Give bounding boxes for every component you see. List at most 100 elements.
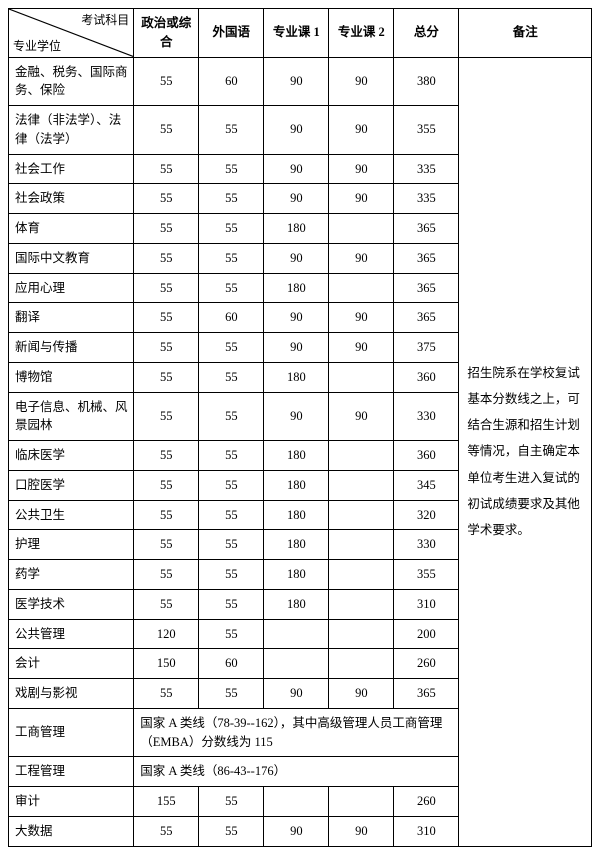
cell-c3 bbox=[264, 787, 329, 817]
cell-c1: 55 bbox=[134, 333, 199, 363]
cell-c1: 55 bbox=[134, 57, 199, 106]
cell-c4 bbox=[329, 787, 394, 817]
cell-c4 bbox=[329, 273, 394, 303]
cell-c2: 60 bbox=[199, 303, 264, 333]
major-name: 法律（非法学）、法律（法学） bbox=[9, 106, 134, 155]
header-row: 考试科目专业学位政治或综合外国语专业课 1专业课 2总分备注 bbox=[9, 9, 592, 58]
cell-total: 260 bbox=[394, 649, 459, 679]
cell-c2: 60 bbox=[199, 57, 264, 106]
cell-c1: 150 bbox=[134, 649, 199, 679]
cell-c3: 90 bbox=[264, 333, 329, 363]
cell-total: 355 bbox=[394, 560, 459, 590]
cell-c3 bbox=[264, 649, 329, 679]
cell-c2: 55 bbox=[199, 154, 264, 184]
cell-c2: 55 bbox=[199, 816, 264, 846]
cell-c4: 90 bbox=[329, 243, 394, 273]
cell-total: 355 bbox=[394, 106, 459, 155]
major-name: 药学 bbox=[9, 560, 134, 590]
cell-c1: 55 bbox=[134, 530, 199, 560]
major-name: 翻译 bbox=[9, 303, 134, 333]
major-name: 戏剧与影视 bbox=[9, 679, 134, 709]
remarks-cell: 招生院系在学校复试基本分数线之上，可结合生源和招生计划等情况，自主确定本单位考生… bbox=[459, 57, 592, 846]
table-row: 金融、税务、国际商务、保险55609090380招生院系在学校复试基本分数线之上… bbox=[9, 57, 592, 106]
cell-c4 bbox=[329, 441, 394, 471]
cell-total: 375 bbox=[394, 333, 459, 363]
col-header: 专业课 2 bbox=[329, 9, 394, 58]
cell-c4 bbox=[329, 649, 394, 679]
cell-c1: 55 bbox=[134, 560, 199, 590]
col-header: 备注 bbox=[459, 9, 592, 58]
cell-c2: 55 bbox=[199, 273, 264, 303]
cell-c1: 55 bbox=[134, 816, 199, 846]
major-name: 会计 bbox=[9, 649, 134, 679]
cell-total: 365 bbox=[394, 243, 459, 273]
cell-c2: 60 bbox=[199, 649, 264, 679]
cell-total: 330 bbox=[394, 392, 459, 441]
cell-c3: 180 bbox=[264, 500, 329, 530]
cell-c1: 120 bbox=[134, 619, 199, 649]
cell-c2: 55 bbox=[199, 560, 264, 590]
cell-c1: 55 bbox=[134, 273, 199, 303]
major-name: 新闻与传播 bbox=[9, 333, 134, 363]
cell-c2: 55 bbox=[199, 470, 264, 500]
cell-c2: 55 bbox=[199, 500, 264, 530]
cell-c3: 90 bbox=[264, 184, 329, 214]
major-name: 护理 bbox=[9, 530, 134, 560]
cell-c3: 90 bbox=[264, 154, 329, 184]
cell-total: 310 bbox=[394, 589, 459, 619]
cell-total: 365 bbox=[394, 214, 459, 244]
diag-bottom: 专业学位 bbox=[13, 37, 61, 55]
cell-total: 365 bbox=[394, 273, 459, 303]
cell-total: 200 bbox=[394, 619, 459, 649]
cell-c4: 90 bbox=[329, 333, 394, 363]
major-name: 博物馆 bbox=[9, 362, 134, 392]
cell-c3: 90 bbox=[264, 392, 329, 441]
cell-c2: 55 bbox=[199, 530, 264, 560]
cell-c2: 55 bbox=[199, 441, 264, 471]
cell-c4: 90 bbox=[329, 816, 394, 846]
cell-c1: 55 bbox=[134, 303, 199, 333]
cell-c2: 55 bbox=[199, 787, 264, 817]
cell-c1: 155 bbox=[134, 787, 199, 817]
cell-c4: 90 bbox=[329, 392, 394, 441]
cell-c3: 90 bbox=[264, 816, 329, 846]
cell-c3: 180 bbox=[264, 530, 329, 560]
cell-c1: 55 bbox=[134, 500, 199, 530]
span-text: 国家 A 类线（78-39--162），其中高级管理人员工商管理（EMBA）分数… bbox=[134, 708, 459, 757]
major-name: 体育 bbox=[9, 214, 134, 244]
cell-c1: 55 bbox=[134, 470, 199, 500]
cell-total: 260 bbox=[394, 787, 459, 817]
cell-c4: 90 bbox=[329, 303, 394, 333]
cell-c4 bbox=[329, 500, 394, 530]
cell-c4: 90 bbox=[329, 57, 394, 106]
major-name: 社会政策 bbox=[9, 184, 134, 214]
cell-c4 bbox=[329, 589, 394, 619]
col-header: 外国语 bbox=[199, 9, 264, 58]
cell-c4: 90 bbox=[329, 679, 394, 709]
cell-total: 320 bbox=[394, 500, 459, 530]
cell-c3: 180 bbox=[264, 214, 329, 244]
cell-c3: 90 bbox=[264, 57, 329, 106]
cell-c3: 90 bbox=[264, 243, 329, 273]
cell-c2: 55 bbox=[199, 106, 264, 155]
cell-c4: 90 bbox=[329, 106, 394, 155]
major-name: 工程管理 bbox=[9, 757, 134, 787]
cell-c3: 180 bbox=[264, 362, 329, 392]
cell-total: 365 bbox=[394, 303, 459, 333]
span-text: 国家 A 类线（86-43--176） bbox=[134, 757, 459, 787]
cell-total: 360 bbox=[394, 441, 459, 471]
cell-total: 380 bbox=[394, 57, 459, 106]
cell-c1: 55 bbox=[134, 441, 199, 471]
col-header: 总分 bbox=[394, 9, 459, 58]
major-name: 社会工作 bbox=[9, 154, 134, 184]
major-name: 大数据 bbox=[9, 816, 134, 846]
major-name: 临床医学 bbox=[9, 441, 134, 471]
cell-c3: 180 bbox=[264, 441, 329, 471]
cell-total: 335 bbox=[394, 154, 459, 184]
cell-total: 330 bbox=[394, 530, 459, 560]
major-name: 工商管理 bbox=[9, 708, 134, 757]
cell-c2: 55 bbox=[199, 589, 264, 619]
cell-total: 360 bbox=[394, 362, 459, 392]
major-name: 公共卫生 bbox=[9, 500, 134, 530]
cell-c4: 90 bbox=[329, 154, 394, 184]
